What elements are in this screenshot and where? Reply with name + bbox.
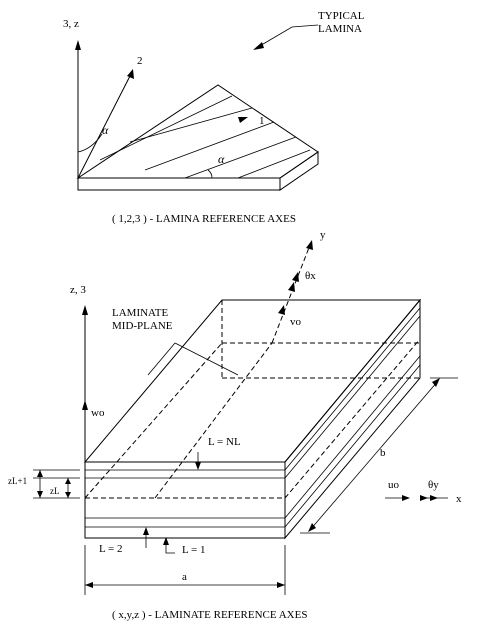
axis-2-label: 2 (137, 55, 143, 67)
right-layer-line-4 (284, 364, 421, 528)
theta-y-label: θy (428, 479, 439, 491)
typical-lamina-arrowhead (253, 42, 264, 50)
axis-y-label: y (320, 229, 326, 241)
dim-b-line (309, 380, 439, 531)
dim-b-arrow-top (432, 378, 440, 387)
layer-1-arrowhead (163, 537, 169, 545)
laminate-right-face (284, 298, 421, 540)
lamina-right-face (279, 151, 319, 191)
z-l-plus-1-arrow-top (37, 470, 43, 477)
angle-arc-upper (77, 133, 103, 153)
lamina-caption: ( 1,2,3 ) - LAMINA REFERENCE AXES (112, 213, 296, 225)
axis-3z-label: 3, z (63, 18, 79, 30)
axis-z-arrowhead (82, 305, 88, 315)
dim-a-label: a (182, 571, 187, 583)
z-l-arrow-top (65, 478, 71, 484)
axis-3z-arrowhead (75, 40, 81, 50)
axis-2-arrowhead (127, 69, 134, 79)
dim-a-arrow-left (85, 582, 93, 588)
dim-b-label: b (380, 447, 386, 459)
typical-lamina-line2: LAMINA (318, 23, 362, 35)
z-l-arrow-bottom (65, 492, 71, 498)
axis-y-arrowhead (306, 240, 313, 250)
axis-1-label: 1 (259, 115, 265, 127)
w-o-label: wo (91, 407, 105, 419)
lamina-top-face (76, 84, 319, 179)
axis-z-label: z, 3 (70, 284, 86, 296)
lamina-front-face (77, 177, 281, 191)
right-layer-line-3 (284, 355, 421, 519)
theta-x-arrowhead-1 (292, 272, 299, 282)
angle-lower-label: α (218, 152, 225, 166)
axis-1-arrowhead (238, 117, 248, 123)
v-o-arrowhead (278, 305, 285, 315)
typical-lamina-line1: TYPICAL (318, 10, 365, 22)
theta-x-label: θx (305, 270, 316, 282)
fiber-line-5 (99, 95, 233, 161)
axis-2-line (77, 73, 132, 179)
midplane-line2: MID-PLANE (112, 320, 173, 332)
right-layer-line-2 (284, 315, 421, 479)
theta-y-arrowhead-2 (430, 495, 438, 501)
fiber-line-4 (237, 149, 311, 179)
right-layer-line-1 (284, 307, 421, 471)
fiber-line-1 (129, 107, 253, 143)
angle-upper-label: α (102, 123, 109, 137)
layer-1-label: L = 1 (182, 544, 206, 556)
axis-y-line (271, 244, 311, 344)
typical-lamina-leader (257, 24, 319, 48)
layer-top-label: L = NL (208, 436, 241, 448)
u-o-label: uo (388, 479, 400, 491)
midplane-left-dash (84, 342, 223, 499)
v-o-label: vo (290, 316, 302, 328)
z-l-label: zL (50, 486, 60, 496)
z-l-plus-1-label: zL+1 (8, 476, 27, 486)
dim-a-arrow-right (277, 582, 285, 588)
layer-top-arrowhead (195, 462, 201, 470)
theta-y-arrowhead-1 (420, 495, 428, 501)
midplane-leader-2 (147, 342, 176, 376)
dim-b-arrow-bottom (308, 523, 316, 532)
u-o-arrowhead (402, 495, 410, 501)
midplane-leader-1 (174, 342, 239, 376)
midplane-line1: LAMINATE (112, 307, 168, 319)
midplane-right-dash (284, 338, 421, 499)
z-l-plus-1-arrow-bottom (37, 491, 43, 498)
axis-x-label: x (456, 493, 462, 505)
fiber-line-2 (144, 121, 275, 171)
lamina-figure: 3, z 2 α 1 α TYPICAL LAMINA ( 1,2,3 ) - … (63, 10, 365, 225)
theta-x-arrowhead-2 (288, 282, 295, 292)
w-o-arrowhead (82, 400, 88, 410)
y-axis-hidden-dash (154, 342, 273, 499)
laminate-figure: z, 3 wo y θx vo (8, 229, 462, 621)
fiber-line-3 (184, 136, 297, 179)
laminate-caption: ( x,y,z ) - LAMINATE REFERENCE AXES (112, 609, 307, 621)
angle-arc-lower (207, 169, 213, 179)
layer-2-arrowhead (143, 527, 149, 535)
layer-2-label: L = 2 (99, 543, 123, 555)
